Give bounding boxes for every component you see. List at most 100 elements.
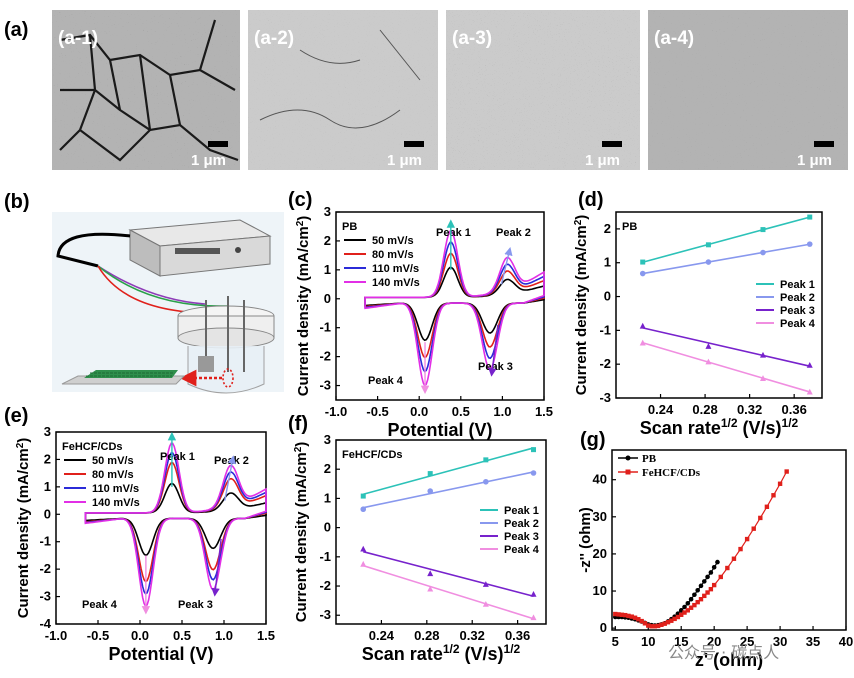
peak-annotation: Peak 4: [82, 599, 118, 611]
y-tick-label: 0: [324, 520, 331, 535]
x-tick-label: 0.32: [460, 628, 485, 643]
x-tick-label: 1.0: [493, 404, 511, 419]
x-tick-label: -1.0: [325, 404, 347, 419]
peak-annotation: Peak 4: [368, 375, 404, 387]
watermark: 公众号 · 碳点人: [668, 643, 779, 662]
x-tick-label: 0.24: [648, 402, 674, 417]
peak-arrow: [500, 246, 513, 285]
legend-label: 140 mV/s: [92, 497, 140, 509]
y-tick-label: -3: [319, 378, 331, 393]
y-axis-label: -z'' (ohm): [577, 507, 594, 572]
y-tick-label: 30: [593, 509, 607, 524]
data-point: [685, 600, 691, 606]
x-tick-label: 15: [674, 634, 688, 649]
cv-chart-pb: -1.0 -0.5 0.0 0.5 1.0 1.5 3 2 1 0 -1 -2 -3 Potential …: [295, 204, 554, 440]
x-tick-label: 0.28: [414, 628, 439, 643]
y-tick-label: 0: [600, 620, 607, 635]
data-point: [685, 608, 691, 613]
x-tick-label: 0.32: [737, 402, 762, 417]
data-point: [698, 596, 704, 602]
data-point: [731, 556, 737, 561]
fit-line: [363, 550, 534, 598]
scale-bar: [602, 141, 622, 147]
legend-label: Peak 3: [780, 305, 815, 317]
data-point: [705, 343, 712, 349]
y-tick-label: -3: [319, 607, 331, 622]
fit-line: [363, 564, 534, 620]
peak-arrow: [224, 455, 237, 501]
chart-title: FeHCF/CDs: [342, 449, 403, 461]
y-tick-label: 1: [44, 479, 51, 494]
y-tick-label: 2: [44, 451, 51, 466]
scale-bar: [208, 141, 228, 147]
fit-line: [642, 216, 810, 263]
cv-curve-3: [364, 241, 545, 373]
peak-annotation: Peak 2: [496, 227, 531, 239]
x-axis-label: Scan rate1/2 (V/s)1/2: [362, 642, 521, 664]
data-point: [482, 581, 489, 587]
sem-label-a2: (a-2): [254, 28, 294, 49]
scale-label: 1 μm: [387, 152, 422, 169]
y-tick-label: -1: [599, 322, 611, 337]
sem-image-a3: (a-3) 1 μm: [446, 10, 640, 170]
legend-label: 110 mV/s: [92, 483, 139, 495]
x-axis-label: z' (ohm): [695, 650, 763, 670]
data-point: [806, 388, 813, 395]
x-tick-label: 0.28: [692, 402, 717, 417]
data-point: [619, 612, 625, 617]
fit-line: [642, 243, 810, 275]
chart-title: FeHCF/CDs: [62, 441, 123, 453]
y-tick-label: -2: [39, 561, 51, 576]
data-point: [360, 560, 367, 567]
chart-title: PB: [622, 221, 637, 233]
cv-chart-fehcf-cds: -1.0 -0.5 0.0 0.5 1.0 1.5 3 2 1 0 -1 -2 -3 -4 Potentia…: [15, 424, 276, 664]
legend-label: 50 mV/s: [372, 235, 414, 247]
data-point: [427, 471, 433, 477]
data-point: [711, 564, 717, 570]
data-point: [711, 582, 717, 588]
data-point: [675, 614, 681, 620]
y-tick-label: 20: [593, 546, 607, 561]
panel-b: (b): [4, 191, 284, 394]
panel-label-b: (b): [4, 191, 30, 213]
x-tick-label: 10: [641, 634, 655, 649]
data-point: [806, 361, 813, 368]
y-tick-label: 40: [593, 472, 607, 487]
y-tick-label: -2: [319, 578, 331, 593]
sem-image-a2: (a-2) 1 μm: [248, 10, 438, 170]
data-point: [427, 488, 434, 494]
sem-label-a1: (a-1): [58, 28, 98, 49]
data-point: [427, 585, 434, 592]
data-point: [622, 612, 628, 618]
y-tick-label: -4: [39, 616, 51, 631]
data-point: [738, 546, 743, 552]
data-point: [771, 493, 776, 498]
y-tick-label: 1: [324, 262, 331, 277]
panel-label-e: (e): [4, 405, 28, 427]
scale-bar: [814, 141, 834, 147]
data-point: [629, 614, 634, 619]
data-point: [530, 470, 537, 476]
y-tick-label: -3: [599, 390, 611, 405]
scale-label: 1 μm: [585, 152, 620, 169]
data-point: [682, 610, 687, 615]
legend-label: 140 mV/s: [372, 277, 420, 289]
peak-annotation: Peak 3: [478, 361, 513, 373]
legend-marker: [625, 455, 631, 461]
nyquist-line: [615, 471, 788, 627]
legend-label: 50 mV/s: [92, 455, 134, 467]
x-tick-label: 1.5: [257, 628, 275, 643]
panel-label-f: (f): [288, 413, 308, 435]
scanrate-chart-fehcf-cds: 0.24 0.28 0.32 0.36 3 2 1 0 -1 -2 -3 Scan rate1/2 (…: [293, 432, 547, 664]
y-tick-label: 2: [604, 221, 611, 236]
panel-label-d: (d): [578, 189, 604, 211]
legend-label: 80 mV/s: [372, 249, 414, 261]
x-axis-label: Scan rate1/2 (V/s)1/2: [640, 416, 799, 438]
x-tick-label: 25: [740, 634, 754, 649]
y-tick-label: -1: [39, 534, 51, 549]
data-point: [639, 270, 646, 277]
sem-label-a3: (a-3): [452, 28, 492, 49]
data-point: [639, 618, 644, 624]
x-tick-label: 0.36: [782, 402, 807, 417]
legend-label: Peak 3: [504, 531, 539, 543]
